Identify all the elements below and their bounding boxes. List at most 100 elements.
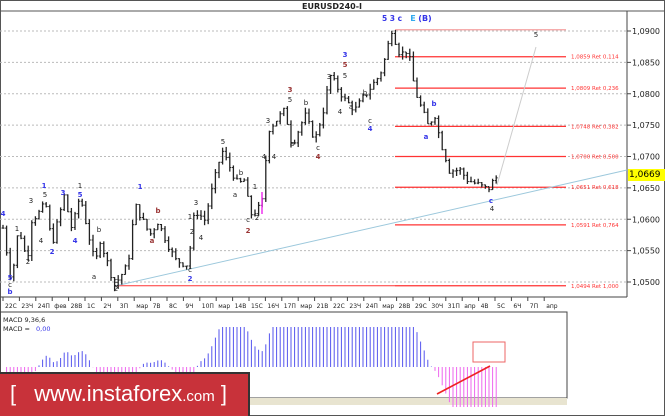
time-tick-label: 28В	[399, 303, 411, 310]
wave-label: 4	[199, 234, 204, 242]
time-tick-label: 24П	[366, 303, 378, 310]
banner-tld: .com	[182, 388, 215, 405]
banner-bracket-close: ]	[220, 381, 227, 406]
wave-label: 3	[61, 189, 66, 197]
wave-label: 3	[327, 73, 331, 81]
wave-label: 3	[266, 117, 270, 125]
time-tick-label: 3П	[120, 303, 128, 310]
time-tick-label: 30Ч	[431, 303, 443, 310]
current-price-tag: 1,0669	[628, 169, 665, 181]
price-tick-label: 1,0800	[632, 90, 660, 99]
wave-label: c	[246, 216, 250, 224]
time-tick-label: 7В	[153, 303, 161, 310]
wave-label: 3	[29, 197, 33, 205]
time-tick-label: мар	[382, 303, 394, 310]
scroll-strip	[250, 398, 567, 405]
time-tick-label: 5С	[497, 303, 505, 310]
wave-label: c	[489, 197, 493, 205]
wave-label: 5	[534, 31, 538, 39]
wave-label: 2	[190, 228, 194, 236]
price-tick-label: 1,0700	[632, 153, 660, 162]
time-tick-label: апр	[546, 303, 558, 310]
wave-label: 5	[343, 72, 347, 80]
time-tick-label: 17П	[284, 303, 296, 310]
wave-label: b	[239, 169, 244, 177]
wave-label: 5	[78, 191, 83, 199]
time-tick-label: фев	[54, 303, 67, 310]
wave-label: 1	[138, 183, 143, 191]
wave-label: 5	[221, 138, 225, 146]
time-tick-label: 21В	[317, 303, 329, 310]
price-tick-label: 1,0650	[632, 184, 660, 193]
time-tick-label: 16Ч	[267, 303, 279, 310]
wave-label: 1	[42, 182, 47, 190]
time-tick-label: 2Ч	[103, 303, 111, 310]
wave-label: 5	[288, 96, 292, 104]
wave-label: b	[155, 207, 160, 215]
fib-level-label: 1,0651 Ret 0,618	[571, 185, 619, 191]
fib-level-label: 1,0700 Ret 0,500	[571, 155, 619, 161]
wave-label: 1	[78, 182, 82, 190]
wave-label: 1	[253, 183, 257, 191]
fib-level-label: 1,0859 Ret 0,114	[571, 55, 619, 61]
wave-label: c	[316, 144, 320, 152]
support-trendline	[114, 169, 628, 287]
wave-label: a	[424, 133, 429, 141]
time-tick-label: мар	[136, 303, 148, 310]
wave-label: c	[114, 277, 118, 285]
wave-label: 4	[1, 210, 6, 218]
chart-title: EURUSD240-I	[302, 2, 362, 11]
time-tick-label: 1С	[87, 303, 95, 310]
price-tick-label: 1,0900	[632, 27, 660, 36]
wave-label: c	[188, 266, 192, 274]
wave-label: a	[233, 191, 237, 199]
time-tick-label: 9Ч	[185, 303, 193, 310]
wave-label: 5	[343, 61, 348, 69]
wave-label: b	[97, 226, 102, 234]
wave-label: 1	[188, 213, 192, 221]
projection-line	[496, 46, 537, 186]
fib-level-label: 1,0748 Ret 0,382	[571, 124, 619, 130]
time-tick-label: 10П	[202, 303, 214, 310]
wave-label: 4	[338, 108, 343, 116]
price-tick-label: 1,0550	[632, 247, 660, 256]
macd-divergence-line	[436, 365, 491, 395]
wave-label-top-b: (B)	[418, 14, 431, 23]
wave-label: 4	[39, 237, 44, 245]
wave-label: 2	[114, 285, 118, 293]
time-tick-label: 22С	[5, 303, 17, 310]
wave-label: a	[150, 237, 155, 245]
time-tick-label: 24П	[38, 303, 50, 310]
wave-label: 4	[316, 153, 321, 161]
time-tick-label: мар	[218, 303, 230, 310]
wave-label: 4	[272, 153, 277, 161]
wave-label-top: 5 3 c	[382, 14, 402, 23]
time-tick-label: 7П	[530, 303, 538, 310]
wave-label: 4	[262, 153, 267, 161]
fib-level-label: 1,0494 Ret 1,000	[571, 284, 619, 290]
fib-level-label: 1,0809 Ret 0,236	[571, 86, 619, 92]
wave-label: 2	[26, 258, 30, 266]
time-tick-label: 6Ч	[513, 303, 521, 310]
instaforex-banner[interactable]: [ www.instaforex.com ]	[0, 372, 250, 416]
wave-label: c	[368, 117, 372, 125]
time-tick-label: 22С	[333, 303, 345, 310]
wave-label: 2	[246, 227, 251, 235]
wave-label: 2	[50, 248, 55, 256]
price-tick-label: 1,0600	[632, 215, 660, 224]
time-tick-label: 23Ч	[21, 303, 33, 310]
wave-label: b	[7, 288, 12, 296]
macd-highlight-box	[472, 341, 506, 363]
price-tick-label: 1,0750	[632, 121, 660, 130]
wave-label: 3	[194, 199, 198, 207]
wave-label: a	[290, 140, 294, 148]
fib-level-label: 1,0591 Ret 0,764	[571, 223, 619, 229]
banner-text: www.instaforex	[34, 381, 183, 406]
time-tick-label: 4В	[481, 303, 489, 310]
wave-label: b	[304, 99, 309, 107]
wave-label: 1	[15, 225, 19, 233]
wave-label: 2	[255, 214, 259, 222]
macd-value: 0,00	[36, 325, 50, 333]
